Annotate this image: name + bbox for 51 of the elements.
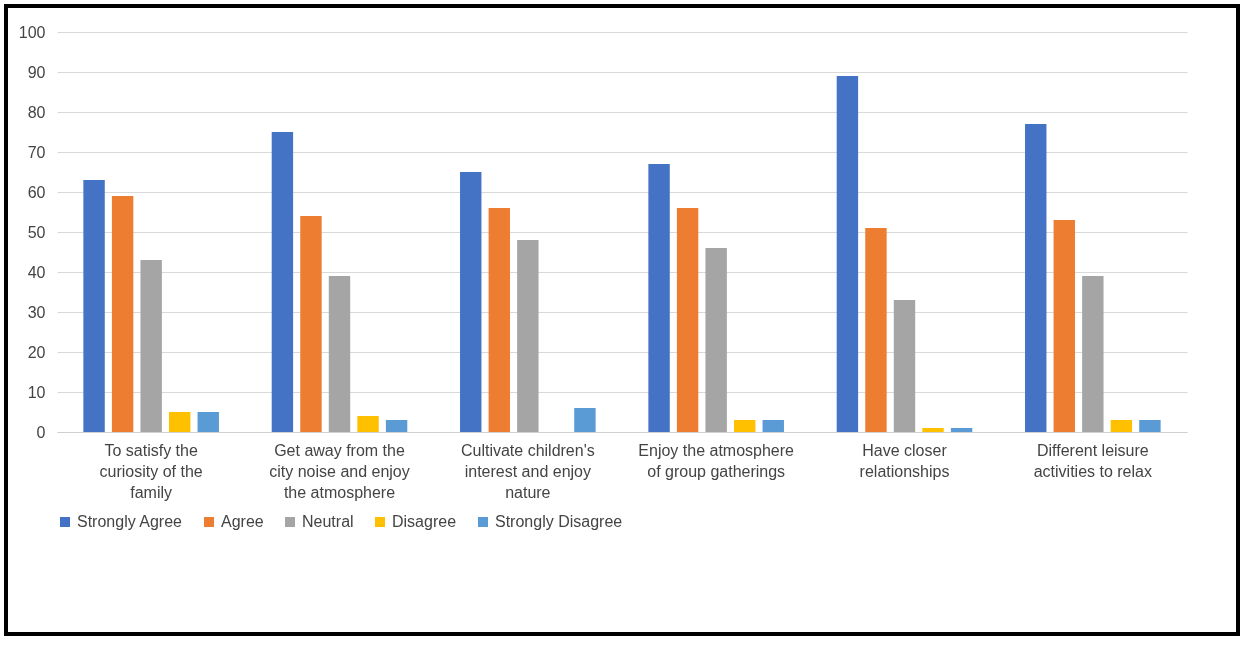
y-tick-label: 100 bbox=[18, 23, 46, 41]
bar bbox=[460, 172, 482, 432]
x-tick-label: Get away from the city noise and enjoy the atmosphere bbox=[269, 441, 410, 501]
legend-label: Strongly Agree bbox=[77, 513, 183, 530]
bar bbox=[197, 412, 219, 432]
x-tick-label: To satisfy the curiosity of the family bbox=[99, 441, 203, 501]
bar bbox=[1082, 276, 1104, 432]
bar bbox=[271, 132, 294, 432]
y-tick-label: 30 bbox=[27, 303, 46, 321]
x-tick-label: Different leisure activities to relax bbox=[1033, 441, 1152, 480]
y-tick-label: 50 bbox=[27, 223, 46, 241]
bar bbox=[328, 276, 351, 432]
bar bbox=[676, 208, 699, 432]
bar bbox=[385, 420, 408, 432]
bar bbox=[1110, 420, 1133, 432]
bar bbox=[836, 76, 859, 432]
bar bbox=[1025, 124, 1047, 432]
bar bbox=[950, 428, 973, 432]
y-tick-label: 40 bbox=[27, 263, 46, 281]
legend-label: Neutral bbox=[302, 513, 354, 530]
bar bbox=[1139, 420, 1161, 432]
bar bbox=[169, 412, 191, 432]
x-tick-label: Enjoy the atmosphere of group gatherings bbox=[638, 441, 795, 480]
y-tick-label: 90 bbox=[27, 63, 46, 81]
bar bbox=[734, 420, 756, 432]
legend-label: Disagree bbox=[392, 513, 457, 530]
y-tick-label: 60 bbox=[27, 183, 46, 201]
legend-label: Agree bbox=[221, 513, 264, 530]
bar bbox=[300, 216, 322, 432]
bar bbox=[705, 248, 727, 432]
bar bbox=[648, 164, 670, 432]
legend-label: Strongly Disagree bbox=[495, 513, 623, 530]
y-tick-label: 80 bbox=[27, 103, 46, 121]
bar bbox=[111, 196, 134, 432]
y-tick-label: 10 bbox=[27, 383, 46, 401]
bar bbox=[488, 208, 510, 432]
x-tick-label: Cultivate children's interest and enjoy nature bbox=[460, 441, 595, 501]
bar bbox=[922, 428, 944, 432]
bar bbox=[140, 260, 162, 432]
bar bbox=[865, 228, 887, 432]
y-tick-label: 20 bbox=[27, 343, 46, 361]
y-tick-label: 70 bbox=[27, 143, 46, 161]
y-tick-label: 0 bbox=[36, 423, 46, 441]
bar bbox=[83, 180, 105, 432]
x-tick-label: Have closer relationships bbox=[859, 441, 950, 480]
bar bbox=[762, 420, 784, 432]
bar bbox=[357, 416, 379, 432]
bar bbox=[517, 240, 539, 432]
bar bbox=[574, 408, 596, 432]
bar bbox=[1053, 220, 1075, 432]
bar bbox=[893, 300, 916, 432]
